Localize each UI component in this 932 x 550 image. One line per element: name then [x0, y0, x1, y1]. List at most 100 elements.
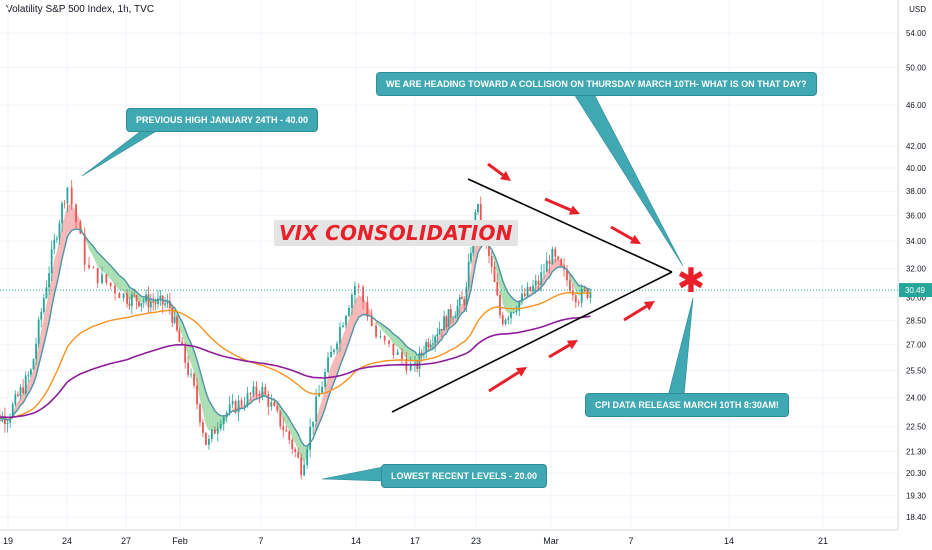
- candle-body: [438, 328, 441, 335]
- ema-ribbon-segment: [301, 441, 305, 462]
- candle-body: [383, 336, 386, 341]
- candle-body: [518, 301, 521, 311]
- candle-body: [554, 249, 557, 257]
- candle-body: [467, 261, 470, 288]
- callout-pointer-lowest: [321, 466, 384, 482]
- candle-body: [557, 256, 560, 260]
- candle-body: [55, 238, 58, 240]
- candle-body: [521, 293, 523, 302]
- candle-body: [128, 303, 131, 306]
- x-tick-label: 24: [62, 536, 72, 546]
- candle-body: [213, 429, 216, 434]
- candle-body: [75, 204, 77, 223]
- candle-body: [458, 297, 461, 306]
- candle-body: [63, 203, 66, 205]
- last-price-badge: [899, 283, 932, 298]
- series-line-ema-mid: [0, 291, 591, 419]
- red-arrow-icon: [544, 197, 580, 215]
- candle-body: [540, 272, 543, 285]
- red-arrow-icon: [610, 225, 641, 244]
- candle-body: [157, 298, 159, 304]
- candle-body: [205, 432, 207, 445]
- candle-body: [42, 298, 45, 312]
- candle-body: [35, 343, 37, 360]
- candle-body: [228, 404, 231, 413]
- candle-body: [243, 405, 246, 406]
- y-tick-label: 22.50: [906, 423, 927, 432]
- candle-body: [569, 280, 571, 291]
- ema-ribbon-segment: [461, 303, 465, 313]
- ema-ribbon-segment: [67, 204, 72, 237]
- x-tick-label: 14: [351, 536, 361, 546]
- ema-ribbon-segment: [211, 405, 215, 432]
- candle-body: [479, 203, 482, 225]
- callout-pointer-collision: [573, 93, 684, 267]
- candle-body: [496, 282, 499, 296]
- candle-body: [261, 386, 264, 396]
- y-tick-label: 42.00: [906, 142, 927, 151]
- candle-body: [267, 394, 270, 407]
- candle-body: [523, 293, 526, 297]
- candle-body: [351, 295, 353, 309]
- candle-body: [409, 363, 412, 371]
- candle-body: [135, 295, 138, 302]
- candle-body: [454, 315, 457, 318]
- candle-body: [164, 303, 166, 305]
- candle-body: [490, 255, 493, 267]
- candle-body: [196, 385, 198, 405]
- ema-ribbon-segment: [555, 258, 559, 269]
- candle-body: [501, 315, 504, 325]
- x-tick-label: 14: [724, 536, 734, 546]
- candle-body: [154, 302, 157, 304]
- y-tick-label: 38.00: [906, 187, 927, 196]
- y-tick-label: 34.00: [906, 237, 927, 246]
- candle-body: [452, 317, 454, 319]
- trendline-upper: [467, 178, 673, 273]
- series-line-ema-long: [0, 315, 591, 419]
- callout-prev-high: PREVIOUS HIGH JANUARY 24TH - 40.00: [126, 108, 319, 132]
- candle-body: [53, 239, 56, 250]
- y-tick-label: 25.50: [906, 366, 927, 375]
- candle-body: [312, 421, 315, 427]
- candle-body: [6, 422, 9, 424]
- ema-ribbon-segment: [491, 249, 495, 264]
- candle-body: [147, 294, 150, 308]
- candle-body: [548, 260, 551, 265]
- ema-ribbon-segment: [76, 211, 81, 230]
- candle-body: [429, 344, 432, 348]
- candle-body: [589, 291, 592, 298]
- ema-ribbon-segment: [106, 261, 111, 280]
- ema-ribbon-segment: [208, 400, 212, 431]
- ema-ribbon-segment: [226, 413, 230, 420]
- candle-body: [252, 386, 255, 395]
- ema-ribbon-segment: [502, 280, 506, 311]
- candle-body: [216, 428, 219, 434]
- candle-body: [529, 286, 532, 291]
- ema-ribbon-segment: [393, 333, 398, 348]
- candle-body: [297, 451, 300, 458]
- candle-body: [22, 387, 25, 394]
- y-tick-label: 28.50: [906, 316, 927, 325]
- candle-body: [14, 394, 17, 405]
- series-line-ema-short: [0, 228, 591, 447]
- candle-body: [510, 312, 512, 319]
- candle-body: [303, 464, 306, 476]
- candle-body: [176, 316, 178, 331]
- candle-body: [324, 371, 326, 387]
- ema-ribbon-segment: [71, 204, 77, 231]
- candle-body: [445, 316, 448, 328]
- candle-body: [237, 400, 240, 413]
- candle-body: [493, 266, 496, 283]
- candle-body: [258, 394, 261, 396]
- candle-body: [477, 203, 479, 213]
- candle-body: [507, 318, 510, 320]
- candle-body: [416, 363, 419, 369]
- candle-body: [370, 316, 373, 326]
- candle-body: [240, 400, 243, 406]
- callout-cpi: CPI DATA RELEASE MARCH 10TH 8:30AM!: [585, 393, 789, 417]
- candle-body: [273, 402, 276, 406]
- x-tick-label: 23: [471, 536, 481, 546]
- candle-body: [264, 386, 267, 395]
